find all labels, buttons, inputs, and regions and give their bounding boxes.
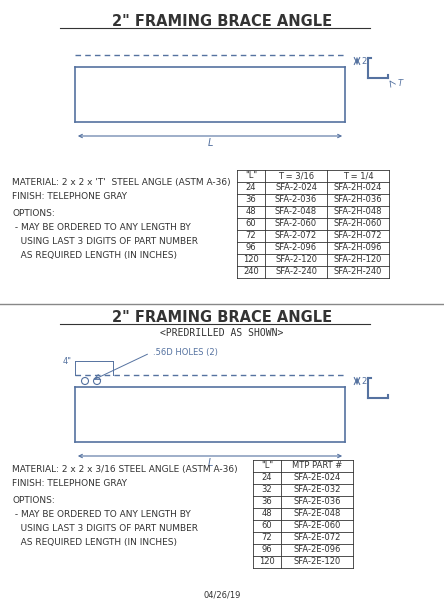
Text: L: L (207, 138, 213, 148)
Text: 72: 72 (262, 533, 272, 542)
Text: SFA-2-060: SFA-2-060 (275, 219, 317, 229)
Text: SFA-2E-048: SFA-2E-048 (293, 510, 341, 519)
Text: - MAY BE ORDERED TO ANY LENGTH BY: - MAY BE ORDERED TO ANY LENGTH BY (12, 223, 191, 232)
Text: 96: 96 (246, 243, 256, 252)
Text: MTP PART #: MTP PART # (292, 461, 342, 471)
Text: "L": "L" (245, 171, 257, 181)
Text: USING LAST 3 DIGITS OF PART NUMBER: USING LAST 3 DIGITS OF PART NUMBER (12, 237, 198, 246)
Text: SFA-2H-120: SFA-2H-120 (334, 255, 382, 264)
Text: SFA-2H-060: SFA-2H-060 (334, 219, 382, 229)
Text: 60: 60 (262, 522, 272, 531)
Text: OPTIONS:: OPTIONS: (12, 209, 55, 218)
Text: 4": 4" (63, 356, 72, 365)
Text: SFA-2-024: SFA-2-024 (275, 184, 317, 193)
Text: 36: 36 (246, 196, 256, 204)
Text: T: T (398, 80, 403, 89)
Text: SFA-2E-096: SFA-2E-096 (293, 545, 341, 554)
Text: SFA-2E-060: SFA-2E-060 (293, 522, 341, 531)
Text: SFA-2-240: SFA-2-240 (275, 268, 317, 277)
Text: 36: 36 (262, 497, 272, 506)
Text: SFA-2E-036: SFA-2E-036 (293, 497, 341, 506)
Text: OPTIONS:: OPTIONS: (12, 496, 55, 505)
Text: SFA-2E-032: SFA-2E-032 (293, 486, 341, 494)
Text: SFA-2E-024: SFA-2E-024 (293, 474, 341, 483)
Text: 48: 48 (246, 207, 256, 216)
Text: SFA-2H-240: SFA-2H-240 (334, 268, 382, 277)
Text: - MAY BE ORDERED TO ANY LENGTH BY: - MAY BE ORDERED TO ANY LENGTH BY (12, 510, 191, 519)
Text: 48: 48 (262, 510, 272, 519)
Text: T = 1/4: T = 1/4 (343, 171, 373, 181)
Text: 2" FRAMING BRACE ANGLE: 2" FRAMING BRACE ANGLE (112, 310, 332, 325)
Text: SFA-2-096: SFA-2-096 (275, 243, 317, 252)
Text: 24: 24 (246, 184, 256, 193)
Text: "L": "L" (261, 461, 273, 471)
Text: SFA-2H-024: SFA-2H-024 (334, 184, 382, 193)
Text: T = 3/16: T = 3/16 (278, 171, 314, 181)
Text: 32: 32 (262, 486, 272, 494)
Text: L: L (207, 458, 213, 468)
Text: MATERIAL: 2 x 2 x 3/16 STEEL ANGLE (ASTM A-36): MATERIAL: 2 x 2 x 3/16 STEEL ANGLE (ASTM… (12, 465, 238, 474)
Text: USING LAST 3 DIGITS OF PART NUMBER: USING LAST 3 DIGITS OF PART NUMBER (12, 524, 198, 533)
Text: SFA-2H-072: SFA-2H-072 (334, 232, 382, 241)
Text: SFA-2H-048: SFA-2H-048 (334, 207, 382, 216)
Text: SFA-2E-120: SFA-2E-120 (293, 558, 341, 567)
Text: 2" FRAMING BRACE ANGLE: 2" FRAMING BRACE ANGLE (112, 14, 332, 29)
Text: SFA-2-072: SFA-2-072 (275, 232, 317, 241)
Text: 04/26/19: 04/26/19 (203, 591, 241, 600)
Text: SFA-2-036: SFA-2-036 (275, 196, 317, 204)
Text: 120: 120 (243, 255, 259, 264)
Text: 2": 2" (361, 376, 370, 385)
Text: AS REQUIRED LENGTH (IN INCHES): AS REQUIRED LENGTH (IN INCHES) (12, 251, 177, 260)
Text: 2": 2" (361, 57, 370, 66)
Text: <PREDRILLED AS SHOWN>: <PREDRILLED AS SHOWN> (160, 328, 284, 338)
Text: 96: 96 (262, 545, 272, 554)
Text: 120: 120 (259, 558, 275, 567)
Text: 24: 24 (262, 474, 272, 483)
Text: SFA-2-048: SFA-2-048 (275, 207, 317, 216)
Text: 60: 60 (246, 219, 256, 229)
Text: AS REQUIRED LENGTH (IN INCHES): AS REQUIRED LENGTH (IN INCHES) (12, 538, 177, 547)
Text: FINISH: TELEPHONE GRAY: FINISH: TELEPHONE GRAY (12, 479, 127, 488)
Text: SFA-2H-036: SFA-2H-036 (334, 196, 382, 204)
Text: 72: 72 (246, 232, 256, 241)
Text: .56D HOLES (2): .56D HOLES (2) (153, 348, 218, 358)
Text: SFA-2H-096: SFA-2H-096 (334, 243, 382, 252)
Text: SFA-2E-072: SFA-2E-072 (293, 533, 341, 542)
Text: SFA-2-120: SFA-2-120 (275, 255, 317, 264)
Text: MATERIAL: 2 x 2 x 'T'  STEEL ANGLE (ASTM A-36): MATERIAL: 2 x 2 x 'T' STEEL ANGLE (ASTM … (12, 178, 230, 187)
Text: 240: 240 (243, 268, 259, 277)
Text: FINISH: TELEPHONE GRAY: FINISH: TELEPHONE GRAY (12, 192, 127, 201)
